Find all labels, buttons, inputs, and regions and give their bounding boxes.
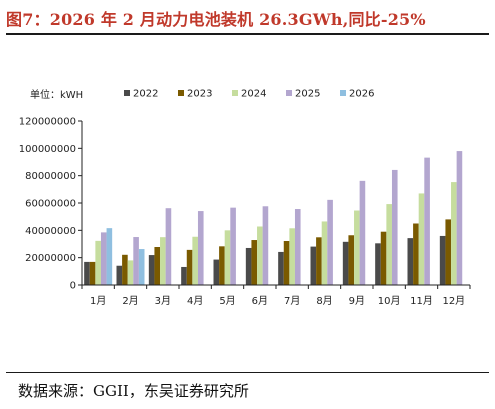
bar-2024-8 xyxy=(321,221,328,285)
bar-2025-12 xyxy=(456,151,463,285)
legend-label-2026: 2026 xyxy=(349,89,374,100)
legend-swatch-2023 xyxy=(178,90,184,96)
legend-label-2023: 2023 xyxy=(187,89,212,100)
y-tick-label: 80000000 xyxy=(25,171,76,182)
bar-2025-8 xyxy=(327,199,333,285)
bars xyxy=(84,151,463,285)
x-tick-label: 10月 xyxy=(378,295,401,307)
bar-2022-6 xyxy=(245,247,252,285)
y-axis: 0 20000000 40000000 60000000 80000000 1000000… xyxy=(19,117,83,292)
bar-2024-7 xyxy=(289,228,295,285)
y-tick-label: 100000000 xyxy=(19,144,76,155)
bar-2026-1 xyxy=(106,228,113,285)
bar-2023-11 xyxy=(413,223,419,285)
x-tick-label: 11月 xyxy=(410,295,433,307)
bar-2024-3 xyxy=(160,237,166,285)
bar-2025-3 xyxy=(165,208,172,285)
bar-2025-6 xyxy=(262,206,269,285)
bar-2024-9 xyxy=(354,210,360,285)
bar-2022-10 xyxy=(375,243,381,285)
legend-swatch-2022 xyxy=(124,90,130,96)
legend-swatch-2026 xyxy=(340,90,346,96)
bar-2022-2 xyxy=(116,265,123,285)
bar-2023-5 xyxy=(219,246,225,285)
bar-2023-10 xyxy=(380,231,387,285)
bar-2023-3 xyxy=(154,247,161,285)
bar-2023-12 xyxy=(445,219,452,285)
bar-2023-6 xyxy=(251,240,258,285)
y-tick-label: 20000000 xyxy=(25,253,76,264)
legend-swatch-2024 xyxy=(232,90,238,96)
x-tick-label: 4月 xyxy=(187,295,203,307)
source-rule xyxy=(6,372,489,373)
bar-2022-9 xyxy=(342,241,349,285)
figure-title: 图7：2026 年 2 月动力电池装机 26.3GWh,同比-25% xyxy=(6,10,426,29)
bar-2023-7 xyxy=(283,240,290,285)
bar-2025-2 xyxy=(133,237,139,285)
bar-2023-1 xyxy=(89,261,96,285)
bar-2022-7 xyxy=(278,251,284,285)
x-axis: 1月 2月 3月 4月 5月 6月 7月 8月 9月 10月 11月 12月 xyxy=(81,284,471,307)
legend-label-2024: 2024 xyxy=(241,89,266,100)
bar-2025-11 xyxy=(424,157,430,285)
title-rule xyxy=(6,33,489,35)
bar-2024-1 xyxy=(95,240,101,285)
y-tick-label: 0 xyxy=(70,281,76,292)
bar-2024-5 xyxy=(224,230,231,285)
bar-2023-9 xyxy=(348,235,355,285)
bar-2024-4 xyxy=(192,236,198,285)
bar-2022-5 xyxy=(213,259,220,285)
x-tick-label: 2月 xyxy=(122,295,138,307)
bar-2022-12 xyxy=(439,235,446,285)
bar-2025-4 xyxy=(197,211,204,285)
unit-label: 单位：kWH xyxy=(30,88,83,101)
y-tick-label: 40000000 xyxy=(25,226,76,237)
legend-label-2025: 2025 xyxy=(295,89,320,100)
x-tick-label: 9月 xyxy=(349,295,365,307)
bar-2025-5 xyxy=(230,207,236,285)
y-tick-label: 120000000 xyxy=(19,117,76,128)
legend-label-2022: 2022 xyxy=(133,89,158,100)
bar-2026-2 xyxy=(138,249,145,285)
x-tick-label: 3月 xyxy=(155,295,171,307)
bar-2022-11 xyxy=(407,238,414,285)
x-tick-label: 1月 xyxy=(90,295,106,307)
x-tick-label: 12月 xyxy=(442,295,465,307)
bar-2022-8 xyxy=(310,246,317,285)
x-tick-label: 5月 xyxy=(219,295,235,307)
bar-2024-11 xyxy=(418,193,425,285)
x-tick-label: 7月 xyxy=(284,295,300,307)
bar-2024-12 xyxy=(451,182,457,285)
bar-2025-10 xyxy=(391,169,398,285)
bar-2024-10 xyxy=(386,204,392,285)
bar-2023-4 xyxy=(186,249,193,285)
bar-2025-9 xyxy=(359,180,366,285)
bar-2025-7 xyxy=(294,209,301,285)
y-tick-label: 60000000 xyxy=(25,199,76,210)
bar-2022-3 xyxy=(148,255,155,285)
legend-swatch-2025 xyxy=(286,90,292,96)
bar-2023-8 xyxy=(316,237,322,285)
bar-2023-2 xyxy=(122,254,128,285)
bar-2024-6 xyxy=(257,226,263,285)
bar-2022-4 xyxy=(181,266,187,285)
legend: 2022 2023 2024 2025 2026 xyxy=(124,89,374,100)
figure-source: 数据来源：GGII，东吴证券研究所 xyxy=(18,382,249,400)
x-tick-label: 6月 xyxy=(252,295,268,307)
bar-2022-1 xyxy=(84,261,90,285)
bar-2024-2 xyxy=(127,260,134,285)
bar-2025-1 xyxy=(100,232,107,285)
x-tick-label: 8月 xyxy=(316,295,332,307)
